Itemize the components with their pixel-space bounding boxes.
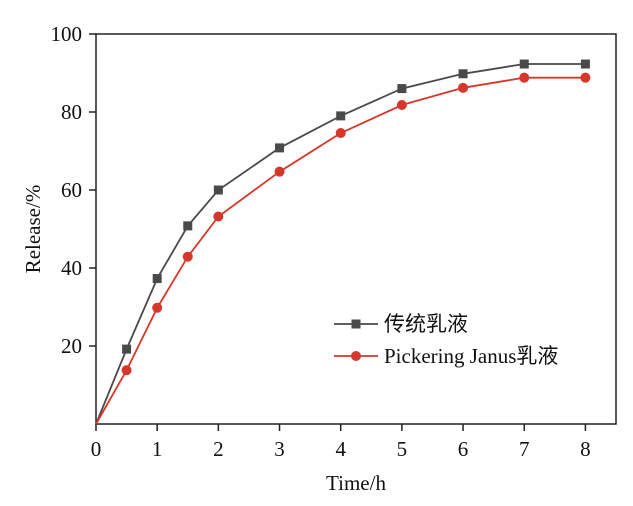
legend-entry: Pickering Janus乳液 xyxy=(334,344,558,368)
data-point xyxy=(519,72,530,83)
legend: 传统乳液 Pickering Janus乳液 xyxy=(334,312,558,368)
x-axis-label: Time/h xyxy=(326,471,386,495)
data-point xyxy=(213,185,223,195)
y-tick-label: 100 xyxy=(51,22,83,46)
data-point xyxy=(335,128,346,139)
data-point xyxy=(519,59,529,69)
data-point xyxy=(458,69,468,79)
series-1 xyxy=(95,59,590,425)
data-point xyxy=(275,143,285,153)
data-point xyxy=(121,365,132,376)
data-point xyxy=(152,274,162,284)
legend-entry: 传统乳液 xyxy=(334,312,468,336)
x-tick-label: 2 xyxy=(213,437,224,461)
y-axis-label: Release/% xyxy=(21,185,45,274)
data-point xyxy=(397,84,407,94)
data-point xyxy=(458,82,469,93)
x-tick-label: 0 xyxy=(91,437,102,461)
plot-frame xyxy=(95,33,617,425)
legend-label: Pickering Janus乳液 xyxy=(384,344,558,368)
x-tick-label: 8 xyxy=(580,437,591,461)
x-tick-label: 6 xyxy=(458,437,469,461)
data-point xyxy=(213,211,224,222)
x-tick-label: 3 xyxy=(274,437,285,461)
y-axis-ticks: 20 40 60 80 100 xyxy=(51,22,96,358)
series-2 xyxy=(95,72,591,425)
x-tick-label: 5 xyxy=(397,437,408,461)
y-tick-label: 60 xyxy=(61,178,82,202)
legend-label: 传统乳液 xyxy=(384,312,468,336)
data-point xyxy=(580,72,591,83)
x-tick-label: 4 xyxy=(335,437,346,461)
x-tick-label: 7 xyxy=(519,437,530,461)
data-point xyxy=(274,166,285,177)
legend-marker xyxy=(351,319,361,329)
series-layer xyxy=(95,59,591,425)
legend-marker xyxy=(351,351,361,361)
y-tick-label: 40 xyxy=(61,256,82,280)
data-point xyxy=(152,302,163,313)
data-point xyxy=(580,59,590,69)
y-tick-label: 20 xyxy=(61,334,82,358)
y-tick-label: 80 xyxy=(61,100,82,124)
data-point xyxy=(336,111,346,121)
data-point xyxy=(396,99,407,110)
data-point xyxy=(182,251,193,262)
x-tick-label: 1 xyxy=(152,437,163,461)
x-axis-ticks: 0 1 2 3 4 5 6 7 8 xyxy=(91,424,591,461)
data-point xyxy=(122,344,132,354)
data-point xyxy=(183,221,193,231)
